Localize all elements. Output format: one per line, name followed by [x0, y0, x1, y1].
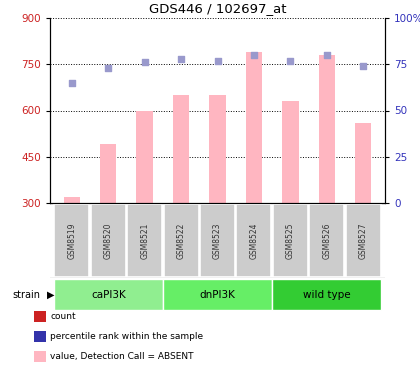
Point: [323, 52, 330, 58]
Text: GSM8526: GSM8526: [322, 222, 331, 259]
Text: dnPI3K: dnPI3K: [200, 290, 236, 299]
Bar: [164, 204, 199, 277]
Bar: [64, 197, 80, 203]
Bar: [136, 111, 153, 203]
Bar: [273, 204, 308, 277]
Bar: [209, 95, 226, 203]
Text: wild type: wild type: [303, 290, 351, 299]
Title: GDS446 / 102697_at: GDS446 / 102697_at: [149, 3, 286, 15]
Bar: [200, 204, 235, 277]
Point: [251, 52, 257, 58]
Bar: [346, 204, 381, 277]
Bar: [273, 279, 381, 310]
Text: value, Detection Call = ABSENT: value, Detection Call = ABSENT: [50, 352, 194, 361]
Text: GSM8521: GSM8521: [140, 222, 149, 259]
Text: GSM8520: GSM8520: [104, 222, 113, 259]
Point: [105, 65, 112, 71]
Bar: [54, 279, 163, 310]
Bar: [54, 204, 89, 277]
Bar: [100, 145, 116, 203]
Bar: [173, 95, 189, 203]
Bar: [163, 279, 272, 310]
Point: [214, 57, 221, 63]
Point: [360, 63, 367, 69]
Text: percentile rank within the sample: percentile rank within the sample: [50, 332, 204, 341]
Text: GSM8519: GSM8519: [67, 222, 76, 259]
Point: [287, 57, 294, 63]
Text: GSM8523: GSM8523: [213, 222, 222, 259]
Text: GSM8522: GSM8522: [176, 222, 186, 259]
Bar: [91, 204, 126, 277]
Point: [141, 59, 148, 65]
Bar: [282, 101, 299, 203]
Text: GSM8524: GSM8524: [249, 222, 258, 259]
Bar: [127, 204, 162, 277]
Bar: [355, 123, 371, 203]
Point: [68, 80, 75, 86]
Text: GSM8527: GSM8527: [359, 222, 368, 259]
Text: strain: strain: [13, 290, 41, 299]
Text: count: count: [50, 312, 76, 321]
Point: [178, 56, 184, 61]
Bar: [236, 204, 271, 277]
Text: GSM8525: GSM8525: [286, 222, 295, 259]
Text: ▶: ▶: [47, 290, 55, 299]
Bar: [246, 52, 262, 203]
Bar: [318, 55, 335, 203]
Text: caPI3K: caPI3K: [91, 290, 126, 299]
Bar: [309, 204, 344, 277]
